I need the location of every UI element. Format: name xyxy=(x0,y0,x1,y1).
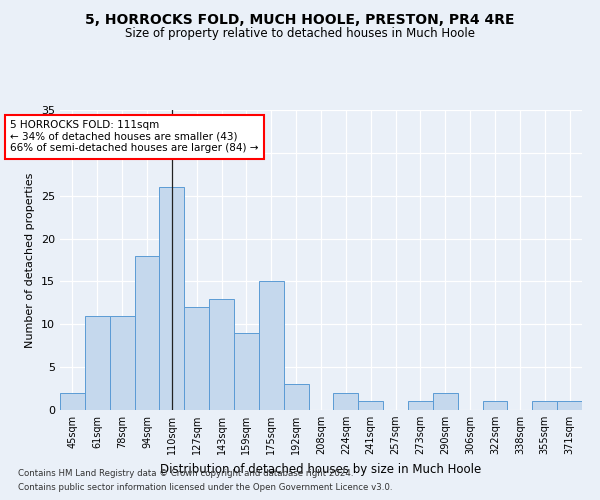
Text: 5, HORROCKS FOLD, MUCH HOOLE, PRESTON, PR4 4RE: 5, HORROCKS FOLD, MUCH HOOLE, PRESTON, P… xyxy=(85,12,515,26)
Text: 5 HORROCKS FOLD: 111sqm
← 34% of detached houses are smaller (43)
66% of semi-de: 5 HORROCKS FOLD: 111sqm ← 34% of detache… xyxy=(10,120,259,154)
Bar xyxy=(408,402,433,410)
Bar xyxy=(532,402,557,410)
Bar xyxy=(60,393,85,410)
Text: Contains public sector information licensed under the Open Government Licence v3: Contains public sector information licen… xyxy=(18,484,392,492)
Bar xyxy=(284,384,308,410)
Y-axis label: Number of detached properties: Number of detached properties xyxy=(25,172,35,348)
Bar xyxy=(334,393,358,410)
Bar xyxy=(259,282,284,410)
Text: Size of property relative to detached houses in Much Hoole: Size of property relative to detached ho… xyxy=(125,28,475,40)
Bar xyxy=(160,187,184,410)
Text: Contains HM Land Registry data © Crown copyright and database right 2024.: Contains HM Land Registry data © Crown c… xyxy=(18,468,353,477)
X-axis label: Distribution of detached houses by size in Much Hoole: Distribution of detached houses by size … xyxy=(160,462,482,475)
Bar xyxy=(184,307,209,410)
Bar xyxy=(85,316,110,410)
Bar xyxy=(209,298,234,410)
Bar xyxy=(358,402,383,410)
Bar xyxy=(134,256,160,410)
Bar xyxy=(234,333,259,410)
Bar xyxy=(557,402,582,410)
Bar xyxy=(482,402,508,410)
Bar xyxy=(110,316,134,410)
Bar xyxy=(433,393,458,410)
